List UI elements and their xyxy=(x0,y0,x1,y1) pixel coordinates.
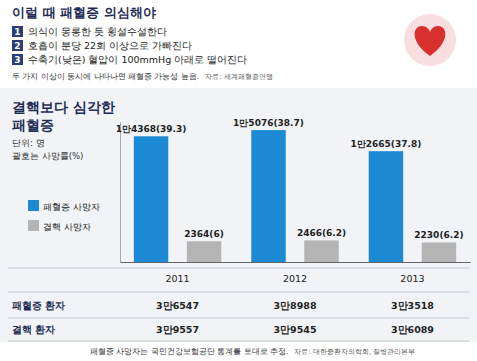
bar xyxy=(187,241,221,262)
table-row-label: 결핵 환자 xyxy=(12,324,55,335)
x-tick-label: 2012 xyxy=(283,273,307,284)
data-label: 1만2665(37.8) xyxy=(351,139,422,149)
table-row-label: 패혈증 환자 xyxy=(12,300,65,311)
header-background xyxy=(0,0,477,88)
legend-swatch xyxy=(28,200,39,211)
y-axis-line xyxy=(120,123,121,263)
chart-title-line: 결핵보다 심각한 xyxy=(12,99,115,115)
item-badge xyxy=(12,26,23,37)
table-cell: 3만8988 xyxy=(273,300,316,311)
item-text: 수축기(낮은) 혈압이 100mmHg 아래로 떨어진다 xyxy=(28,54,247,65)
chart-annotation: 괄호는 사망률(%) xyxy=(12,151,83,161)
data-label: 2364(6) xyxy=(184,229,224,239)
x-tick-label: 2011 xyxy=(165,273,189,284)
x-tick: 2011 xyxy=(165,273,189,284)
data-label: 1만4368(39.3) xyxy=(116,124,187,134)
bars xyxy=(134,130,456,262)
chart-subtitle: 단위: 명 xyxy=(12,138,45,148)
footer-note: 패혈증 사망자는 국민건강보험공단 통계를 토대로 추정. xyxy=(90,347,288,356)
bar xyxy=(304,240,338,262)
legend-label: 결핵 사망자 xyxy=(43,222,91,232)
x-tick: 2012 xyxy=(283,273,307,284)
table-cell: 3만3518 xyxy=(391,300,434,311)
bar xyxy=(369,151,403,262)
table-cell: 3만9557 xyxy=(156,324,199,335)
footer-source: 자료: 대한중환자의학회, 질병관리본부 xyxy=(294,348,415,356)
chart-background xyxy=(0,88,477,342)
item-number: 3 xyxy=(14,55,20,65)
table-rule xyxy=(8,268,469,269)
header-title: 이럴 때 패혈증 의심해야 xyxy=(12,5,156,20)
table-rule xyxy=(8,341,469,342)
item-badge xyxy=(12,54,23,65)
legend-label: 패혈증 사망자 xyxy=(43,202,100,212)
item-number: 1 xyxy=(14,27,20,37)
table-rule xyxy=(8,292,469,293)
bar xyxy=(251,130,285,262)
table-rule xyxy=(8,318,469,319)
chart-title-line: 패혈증 xyxy=(12,117,54,133)
illustration-heart xyxy=(415,26,446,56)
item-badge xyxy=(12,40,23,51)
x-tick-label: 2013 xyxy=(400,273,424,284)
table-cell: 3만6089 xyxy=(391,324,434,335)
x-axis: 2011 2012 2013 xyxy=(121,263,471,285)
item-number: 2 xyxy=(14,41,20,51)
canvas: 이럴 때 패혈증 의심해야 1 의식이 몽롱한 듯 횡설수설한다 2 호흡이 분당 22… xyxy=(0,0,477,361)
item-text: 의식이 몽롱한 듯 횡설수설한다 xyxy=(28,26,167,37)
item-text: 호흡이 분당 22회 이상으로 가빠진다 xyxy=(28,40,192,51)
table-cell: 3만9545 xyxy=(273,324,316,335)
legend-swatch xyxy=(28,220,39,231)
data-label: 1만5076(38.7) xyxy=(233,118,304,128)
table-cell: 3만6547 xyxy=(156,300,199,311)
header-source: 자료: 세계패혈증연맹 xyxy=(205,73,273,81)
header-note: 두 가지 이상이 동시에 나타나면 패혈증 가능성 높음. xyxy=(12,72,199,81)
bar xyxy=(134,136,168,262)
x-tick: 2013 xyxy=(400,273,424,284)
data-label: 2466(6.2) xyxy=(297,228,346,238)
y-axis xyxy=(120,123,121,263)
data-label: 2230(6.2) xyxy=(414,230,463,240)
bar xyxy=(422,242,456,262)
chart-title: 결핵보다 심각한패혈증 xyxy=(12,99,115,133)
x-axis-line xyxy=(121,262,471,263)
illustration-circle xyxy=(404,14,456,66)
